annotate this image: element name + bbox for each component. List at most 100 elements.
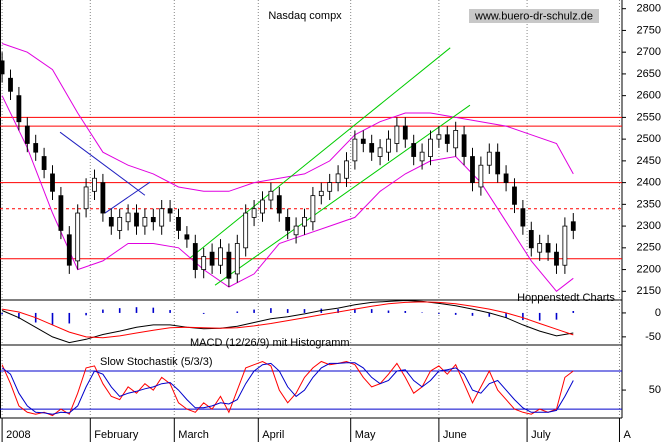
macd-line	[1, 299, 574, 344]
candle-body	[360, 138, 366, 144]
candle-body	[58, 195, 64, 231]
candle-body	[142, 216, 148, 227]
histogram-bar	[404, 311, 407, 313]
candle-body	[201, 256, 207, 270]
candle-body	[419, 151, 425, 162]
bollinger-lower	[1, 95, 574, 292]
y-tick-label: 0	[655, 307, 661, 319]
y-tick-label: -50	[645, 331, 661, 343]
trend-line	[214, 104, 471, 286]
candle-body	[209, 251, 215, 266]
candle-body	[125, 212, 131, 223]
candle-body	[33, 143, 39, 153]
candle-body	[310, 195, 316, 223]
candle-body	[377, 147, 383, 157]
candle-body	[218, 247, 223, 266]
histogram-bar	[270, 308, 272, 313]
candle-body	[386, 138, 391, 153]
y-tick-label: 2250	[637, 242, 661, 254]
histogram-bar	[555, 312, 558, 320]
y-tick-label: 2750	[637, 24, 661, 36]
candle-body	[503, 173, 509, 184]
x-tick-label: A	[623, 429, 631, 441]
histogram-bar	[454, 312, 457, 315]
candle-body	[495, 151, 501, 175]
histogram-bar	[438, 312, 440, 314]
candle-body	[512, 186, 517, 205]
histogram-bar	[202, 312, 205, 314]
candle-body	[352, 138, 358, 162]
candle-body	[470, 156, 475, 184]
candle-body	[335, 173, 341, 184]
candle-body	[192, 243, 198, 270]
candle-body	[268, 190, 274, 201]
candle-body	[184, 234, 190, 240]
candle-body	[344, 160, 349, 179]
chart-title: Nasdaq compx	[268, 10, 342, 22]
candle-body	[243, 212, 249, 249]
histogram-bar	[387, 310, 390, 313]
candle-body	[108, 216, 114, 227]
stochastic-label: Slow Stochastik (5/3/3)	[100, 356, 213, 368]
candle-body	[150, 216, 156, 223]
histogram-bar	[505, 312, 507, 318]
histogram-bar	[1, 312, 3, 315]
histogram-bar	[286, 309, 289, 313]
histogram-bar	[538, 312, 541, 321]
candle-body	[159, 208, 165, 227]
candle-body	[75, 212, 81, 262]
candle-body	[486, 151, 492, 166]
macd-label: MACD (12/26/9) mit Histogramm	[190, 337, 350, 349]
histogram-bar	[236, 311, 239, 313]
candle-body	[276, 195, 282, 214]
candle-body	[428, 138, 433, 157]
y-tick-label: 50	[649, 384, 661, 396]
y-tick-label: 2500	[637, 133, 661, 145]
histogram-bar	[102, 309, 104, 313]
candle-body	[570, 221, 576, 231]
candle-body	[226, 251, 232, 279]
source-box	[469, 9, 599, 23]
histogram-bar	[303, 309, 306, 313]
x-tick-label: June	[443, 429, 467, 441]
x-tick-label: March	[178, 429, 209, 441]
y-tick-label: 2400	[637, 177, 661, 189]
candle-body	[318, 190, 324, 197]
histogram-bar	[488, 312, 491, 317]
histogram-bar	[118, 308, 121, 313]
candle-body	[478, 164, 484, 188]
candle-body	[394, 125, 400, 144]
candle-body	[369, 143, 375, 153]
y-tick-label: 2350	[637, 198, 661, 210]
candle-body	[528, 230, 534, 249]
candle-body	[66, 234, 72, 266]
candle-body	[562, 225, 568, 266]
histogram-bar	[471, 312, 474, 316]
y-tick-label: 2200	[637, 263, 661, 275]
candle-body	[176, 216, 181, 231]
y-tick-label: 2600	[637, 90, 661, 102]
histogram-bar	[253, 309, 255, 313]
trend-line	[104, 181, 151, 214]
y-tick-label: 2450	[637, 155, 661, 167]
candle-body	[293, 225, 299, 236]
candle-body	[554, 251, 559, 266]
x-tick-label: 2008	[6, 429, 30, 441]
candle-body	[444, 134, 450, 144]
x-tick-label: July	[531, 429, 551, 441]
y-tick-label: 2300	[637, 220, 661, 232]
histogram-bar	[18, 312, 20, 319]
histogram-bar	[85, 312, 87, 316]
macd-line	[2, 301, 574, 339]
trend-line	[189, 47, 451, 259]
credit: Hoppenstedt Charts	[517, 292, 615, 304]
candle-body	[41, 156, 47, 170]
source: www.buero-dr-schulz.de	[474, 10, 593, 22]
candle-body	[436, 134, 442, 140]
candle-body	[8, 77, 13, 92]
candle-body	[251, 208, 257, 218]
x-tick-label: May	[355, 429, 376, 441]
candle-body	[285, 216, 291, 231]
